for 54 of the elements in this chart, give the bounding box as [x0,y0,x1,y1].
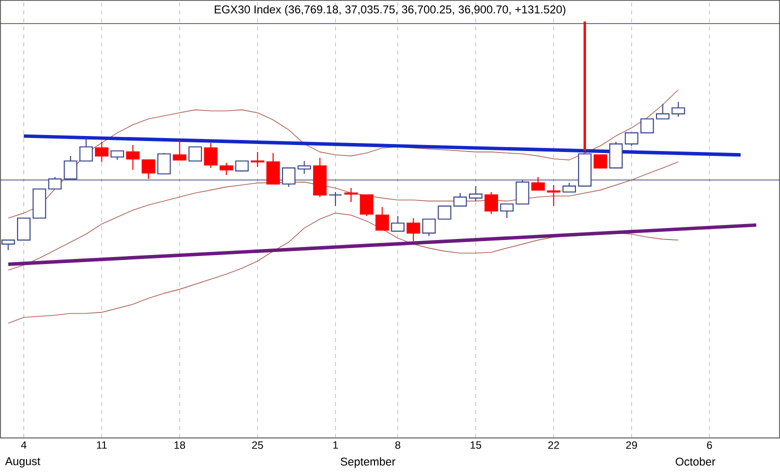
x-tick-label: 6 [707,441,712,449]
candlestick [468,185,482,202]
candlestick [94,141,108,162]
candlestick [484,191,498,214]
candlestick [126,144,140,170]
candlestick [235,160,249,172]
x-tick-label: 29 [626,441,637,449]
candlestick [562,182,576,192]
candlestick [328,191,342,206]
candlestick [438,205,452,220]
candlestick [142,159,156,180]
x-tick-label: 1 [333,441,338,449]
x-tick-label: 4 [21,441,26,449]
candlestick [672,101,686,118]
candlestick [110,150,124,160]
candlestick [298,160,312,174]
candlestick [391,215,405,232]
candlestick [422,218,436,236]
candlestick [594,154,608,168]
x-tick-label: 22 [548,441,560,449]
candlestick [344,187,358,202]
candlestick [516,179,530,204]
x-tick-label: 15 [470,441,482,449]
candlestick [64,155,78,180]
candlestick [375,206,389,231]
chart-title: EGX30 Index (36,769.18, 37,035.75, 36,700.25, 36,900.70, +131.520) [214,4,566,16]
text: September [340,457,396,468]
candlestick [453,192,467,206]
candlestick [266,152,280,184]
candlestick [640,118,654,134]
candlestick [220,162,234,176]
candlestick [17,217,31,240]
text: October [676,457,716,466]
candlestick [204,142,218,168]
candlestick [188,146,202,162]
candlestick [360,194,374,216]
candlestick [282,167,296,188]
candlestick [500,203,514,218]
text: August [5,457,40,468]
x-tick-label: 25 [252,441,264,449]
candlestick [157,152,171,174]
candlestick [48,176,62,190]
candlestick [406,217,420,242]
candlestick [79,137,93,162]
candlestick [656,103,670,120]
candlestick [531,176,545,190]
x-tick-label: 8 [395,441,400,449]
candlestick [172,139,186,160]
candlestick [1,239,15,251]
x-tick-label: 11 [96,441,107,449]
candlestick [624,132,638,146]
candlestick [250,151,264,168]
candlestick [546,184,560,206]
x-tick-label: 18 [174,441,186,449]
